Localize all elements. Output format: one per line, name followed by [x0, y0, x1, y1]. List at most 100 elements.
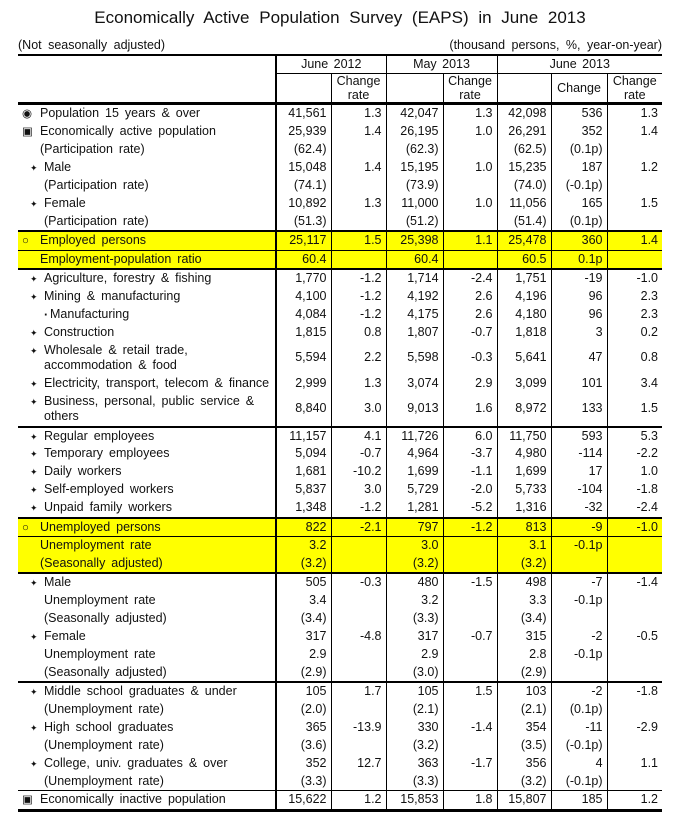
cell: -114	[550, 445, 608, 463]
row-bullet-icon: ✦	[30, 631, 38, 642]
row-label-text: (Unemployment rate)	[44, 737, 164, 752]
cell: 5,837	[275, 481, 331, 499]
cell: 11,157	[275, 425, 331, 445]
cell: -2	[550, 627, 608, 646]
cell	[606, 700, 663, 719]
cell: 17	[550, 463, 608, 481]
cell	[606, 609, 663, 628]
cell: 363	[385, 754, 444, 773]
cell: (51.4)	[496, 212, 552, 231]
table-row: ✦ Male 15,048 1.4 15,195 1.0 15,235 187 1.2	[18, 158, 663, 177]
cell: -1.2	[442, 516, 498, 537]
row-bullet-icon: ✦	[30, 722, 38, 733]
cell	[606, 536, 663, 555]
cell: 1.2	[606, 158, 663, 177]
table-row: (Participation rate) (74.1) (73.9) (74.0) (-…	[18, 176, 663, 195]
row-label: (Participation rate)	[18, 213, 276, 232]
cell: 4,084	[275, 305, 331, 324]
cell: 15,622	[275, 790, 331, 812]
table-row: ✦ Mining & manufacturing 4,100 -1.2 4,192 2.6…	[18, 287, 663, 306]
value-column-header	[385, 73, 444, 105]
row-label: ✦ Male	[18, 572, 276, 592]
cell	[442, 700, 498, 719]
row-bullet-icon: ✦	[30, 503, 38, 513]
cell: 1.6	[442, 392, 498, 427]
row-label: ○ Unemployed persons	[18, 516, 276, 537]
cell: 4,192	[385, 287, 444, 306]
cell: 360	[550, 230, 608, 250]
row-label-text: Economically inactive population	[40, 792, 226, 806]
period-header: May 2013	[385, 55, 498, 74]
cell	[550, 609, 608, 628]
cell: 315	[496, 627, 552, 646]
cell: -1.0	[606, 516, 663, 537]
row-bullet-icon: ✦	[30, 378, 38, 389]
cell: 41,561	[275, 103, 331, 123]
cell: -0.1p	[550, 645, 608, 664]
cell	[442, 176, 498, 195]
cell: 3.1	[496, 536, 552, 555]
cell: 11,056	[496, 194, 552, 213]
cell: -1.8	[606, 481, 663, 499]
row-label-text: College, univ. graduates & over	[44, 755, 228, 770]
cell: (3.3)	[385, 772, 444, 791]
row-label-text: High school graduates	[44, 719, 174, 734]
row-label: ✦ Daily workers	[18, 463, 276, 481]
row-label: (Unemployment rate)	[18, 737, 276, 755]
table-row: · Manufacturing 4,084 -1.2 4,175 2.6 4,180 96 2.…	[18, 305, 663, 324]
cell	[606, 176, 663, 195]
cell	[606, 736, 663, 755]
table-row: ✦ Business, personal, public service & ot…	[18, 392, 663, 427]
cell	[442, 772, 498, 791]
row-label-text: Unpaid family workers	[44, 500, 172, 514]
cell: 10,892	[275, 194, 331, 213]
row-label: ✦ Male	[18, 159, 276, 177]
cell: (3.4)	[275, 609, 331, 628]
row-bullet-icon: ✦	[30, 291, 38, 302]
row-label-text: Economically active population	[40, 123, 216, 138]
cell: 354	[496, 718, 552, 737]
cell: 15,195	[385, 158, 444, 177]
row-bullet-icon: ✦	[30, 345, 38, 356]
cell: -5.2	[442, 499, 498, 518]
cell: 1.8	[442, 790, 498, 812]
row-label-text: Employment-population ratio	[40, 251, 202, 266]
row-label-text: Male	[44, 575, 72, 589]
cell: 26,291	[496, 122, 552, 141]
cell	[606, 554, 663, 573]
cell: 3.4	[606, 374, 663, 393]
cell: -0.7	[442, 627, 498, 646]
cell: -1.4	[442, 718, 498, 737]
cell: 0.8	[330, 323, 387, 342]
cell: -7	[550, 572, 608, 592]
cell: 0.8	[606, 341, 663, 375]
row-label: ✦ Female	[18, 195, 276, 213]
cell	[606, 140, 663, 159]
cell: 1,818	[496, 323, 552, 342]
row-label: (Unemployment rate)	[18, 701, 276, 719]
row-label-text: (Participation rate)	[40, 141, 145, 156]
table-row: (Seasonally adjusted) (3.2) (3.2) (3.2)	[18, 554, 663, 573]
cell: 330	[385, 718, 444, 737]
table-body: ◉ Population 15 years & over 41,561 1.3 42,0…	[18, 103, 663, 812]
table-row: Unemployment rate 3.2 3.0 3.1 -0.1p	[18, 536, 663, 555]
cell: 1.4	[330, 122, 387, 141]
cell: -10.2	[330, 463, 387, 481]
row-label-text: Unemployment rate	[44, 592, 156, 607]
row-label: Unemployment rate	[18, 592, 276, 610]
column-header: Change rate	[606, 73, 663, 105]
row-label-text: Female	[44, 628, 86, 643]
cell: (0.1p)	[550, 212, 608, 231]
row-label-text: Wholesale & retail trade, accommodation …	[44, 342, 188, 373]
row-bullet-icon: ·	[44, 307, 49, 322]
cell: (3.2)	[496, 772, 552, 791]
row-bullet-icon: ✦	[30, 467, 38, 477]
row-label: ✦ Unpaid family workers	[18, 499, 276, 518]
row-label-text: Regular employees	[44, 428, 155, 443]
cell: 1,699	[385, 463, 444, 481]
cell: -0.1p	[550, 591, 608, 610]
cell: (0.1p)	[550, 700, 608, 719]
cell: 5,733	[496, 481, 552, 499]
cell: (2.0)	[275, 700, 331, 719]
row-label: ◉ Population 15 years & over	[18, 104, 276, 123]
